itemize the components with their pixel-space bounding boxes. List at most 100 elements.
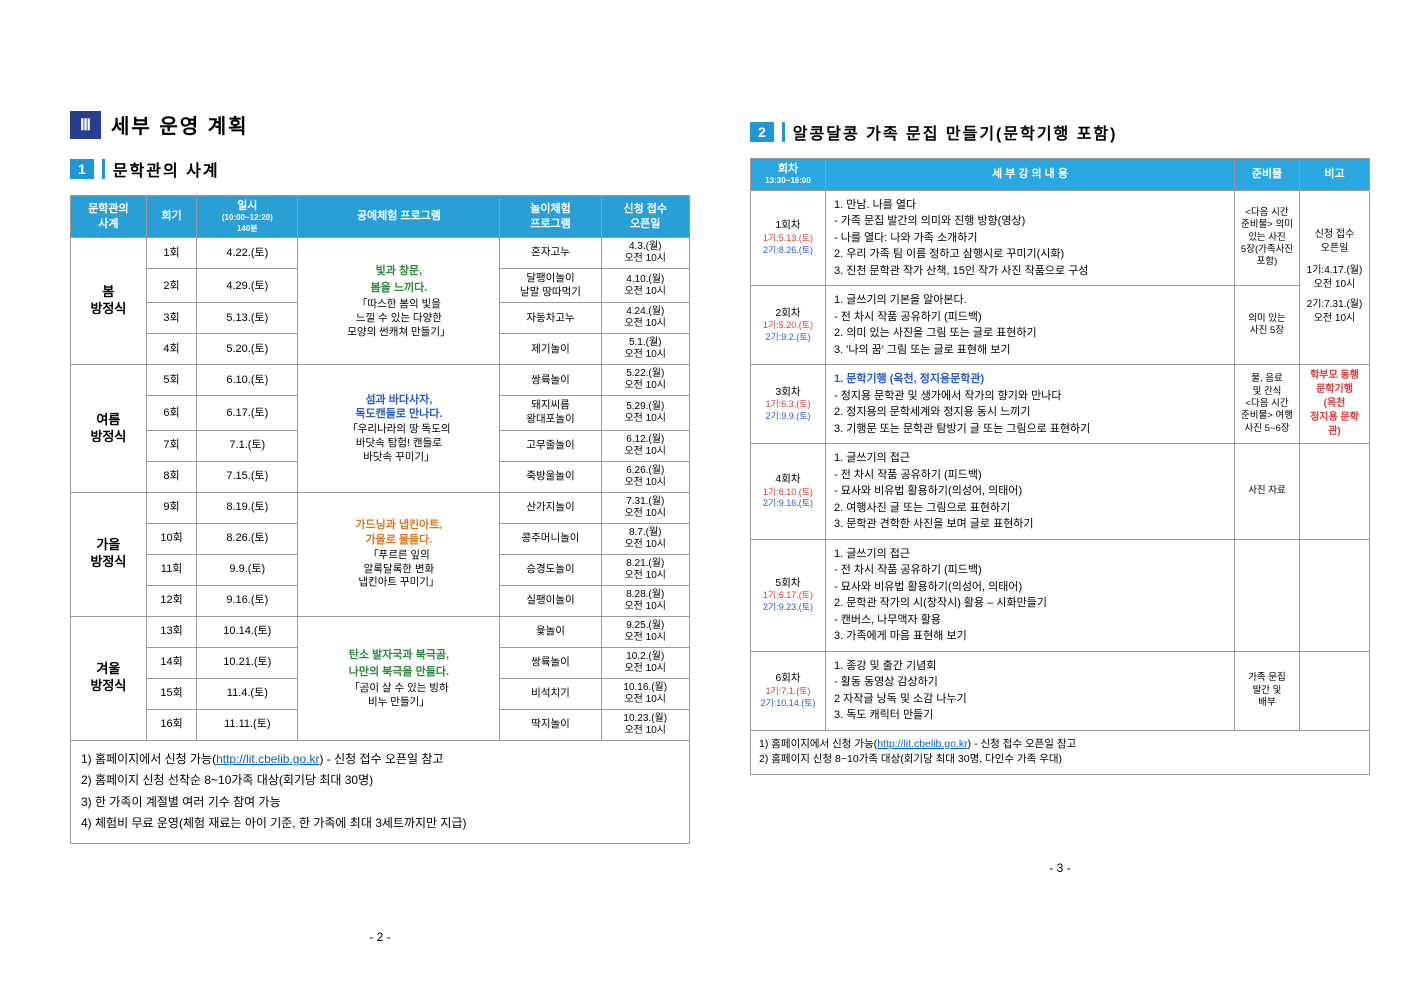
col-play: 놀이체험 프로그램 xyxy=(500,196,601,238)
session-cell: 4회차1기:6.10.(토)2기:9.16.(토) xyxy=(751,444,826,540)
note-4: 4) 체험비 무료 운영(체험 재료는 아이 기준, 한 가족에 최대 3세트까… xyxy=(81,813,679,835)
col-prep: 준비물 xyxy=(1235,159,1300,191)
open-cell: 6.12.(월) 오전 10시 xyxy=(601,430,690,461)
open-cell: 10.23.(월) 오전 10시 xyxy=(601,709,690,740)
table-row: 2회차1기:5.20.(토)2기:9.2.(토)1. 글쓰기의 기본을 알아본다… xyxy=(751,286,1370,365)
date-cell: 5.13.(토) xyxy=(197,303,298,334)
date-cell: 8.26.(토) xyxy=(197,523,298,554)
date-cell: 7.15.(토) xyxy=(197,461,298,492)
content-cell: 1. 만남. 나를 열다 - 가족 문집 발간의 의미와 진행 방향(영상) -… xyxy=(826,190,1235,286)
page-3: 2 알콩달콩 가족 문집 만들기(문학기행 포함) 회차13:30~16:00 … xyxy=(750,110,1370,775)
col-round: 회기 xyxy=(146,196,197,238)
open-cell: 10.2.(월) 오전 10시 xyxy=(601,647,690,678)
date-cell: 7.1.(토) xyxy=(197,430,298,461)
play-cell: 혼자고누 xyxy=(500,238,601,269)
play-cell: 승경도놀이 xyxy=(500,554,601,585)
section-header: Ⅲ 세부 운영 계획 xyxy=(70,110,690,139)
divider-icon xyxy=(782,122,785,142)
table-row: 1회차1기:5.13.(토)2기:8.26.(토)1. 만남. 나를 열다 - … xyxy=(751,190,1370,286)
remark-cell xyxy=(1300,444,1370,540)
play-cell: 비석치기 xyxy=(500,678,601,709)
section-title: 세부 운영 계획 xyxy=(111,110,249,139)
prep-cell: 의미 있는 사진 5장 xyxy=(1235,286,1300,365)
subsection-title: 알콩달콩 가족 문집 만들기(문학기행 포함) xyxy=(793,120,1118,144)
subsection-number: 1 xyxy=(70,159,94,179)
date-cell: 4.22.(토) xyxy=(197,238,298,269)
play-cell: 돼지씨름 왕대포놀이 xyxy=(500,396,601,430)
open-cell: 8.28.(월) 오전 10시 xyxy=(601,585,690,616)
section-number: Ⅲ xyxy=(70,111,101,139)
table-row: 4회차1기:6.10.(토)2기:9.16.(토)1. 글쓰기의 접근 - 전 … xyxy=(751,444,1370,540)
session-cell: 5회차1기:6.17.(토)2기:9.23.(토) xyxy=(751,539,826,651)
open-cell: 8.21.(월) 오전 10시 xyxy=(601,554,690,585)
date-cell: 10.14.(토) xyxy=(197,616,298,647)
col-remark: 비고 xyxy=(1300,159,1370,191)
open-cell: 5.29.(월) 오전 10시 xyxy=(601,396,690,430)
notes-box: 1) 홈페이지에서 신청 가능(http://lit.cbelib.go.kr)… xyxy=(750,731,1370,776)
content-cell: 1. 글쓰기의 기본을 알아본다. - 전 차시 작품 공유하기 (피드백) 2… xyxy=(826,286,1235,365)
remark-cell xyxy=(1300,651,1370,730)
date-cell: 11.11.(토) xyxy=(197,709,298,740)
content-cell: 1. 문학기행 (옥천, 정지용문학관) - 정지용 문학관 및 생가에서 작가… xyxy=(826,365,1235,444)
season-cell: 봄 방정식 xyxy=(71,238,147,365)
round-cell: 10회 xyxy=(146,523,197,554)
remark-cell: 학부모 동행문학기행(옥천정지용 문학관) xyxy=(1300,365,1370,444)
col-content: 세 부 강 의 내 용 xyxy=(826,159,1235,191)
page-number: - 2 - xyxy=(70,930,690,944)
subsection-title: 문학관의 사계 xyxy=(113,157,220,181)
table-header-row: 문학관의 사계 회기 일시(10:00~12:20) 140분 공예체험 프로그… xyxy=(71,196,690,238)
note-1: 1) 홈페이지에서 신청 가능(http://lit.cbelib.go.kr)… xyxy=(759,737,1361,753)
round-cell: 7회 xyxy=(146,430,197,461)
open-cell: 4.10.(월) 오전 10시 xyxy=(601,269,690,303)
date-cell: 9.9.(토) xyxy=(197,554,298,585)
col-craft: 공예체험 프로그램 xyxy=(298,196,500,238)
round-cell: 1회 xyxy=(146,238,197,269)
col-season: 문학관의 사계 xyxy=(71,196,147,238)
homepage-link[interactable]: http://lit.cbelib.go.kr xyxy=(877,738,967,750)
seasons-table: 문학관의 사계 회기 일시(10:00~12:20) 140분 공예체험 프로그… xyxy=(70,195,690,741)
play-cell: 제기놀이 xyxy=(500,334,601,365)
table-row: 가을 방정식9회8.19.(토)가드닝과 냅킨아트, 가을로 물들다.「푸르른 … xyxy=(71,492,690,523)
round-cell: 14회 xyxy=(146,647,197,678)
play-cell: 실팽이놀이 xyxy=(500,585,601,616)
round-cell: 8회 xyxy=(146,461,197,492)
remark-cell xyxy=(1300,539,1370,651)
table-row: 6회차1기:7.1.(토)2기:10.14.(토)1. 종강 및 출간 기념회 … xyxy=(751,651,1370,730)
play-cell: 콩주머니놀이 xyxy=(500,523,601,554)
page-number: - 3 - xyxy=(750,861,1370,875)
round-cell: 6회 xyxy=(146,396,197,430)
note-2: 2) 홈페이지 신청 8~10가족 대상(회기당 최대 30명, 다인수 가족 … xyxy=(759,752,1361,768)
col-datetime: 일시(10:00~12:20) 140분 xyxy=(197,196,298,238)
prep-cell: 사진 자료 xyxy=(1235,444,1300,540)
prep-cell: <다음 시간 준비물> 의미 있는 사진 5장(가족사진 포함) xyxy=(1235,190,1300,286)
note-2: 2) 홈페이지 신청 선착순 8~10가족 대상(회기당 최대 30명) xyxy=(81,770,679,792)
play-cell: 산가지놀이 xyxy=(500,492,601,523)
open-cell: 6.26.(월) 오전 10시 xyxy=(601,461,690,492)
date-cell: 9.16.(토) xyxy=(197,585,298,616)
round-cell: 5회 xyxy=(146,365,197,396)
subsection-header: 1 문학관의 사계 xyxy=(70,157,690,181)
date-cell: 8.19.(토) xyxy=(197,492,298,523)
remark-cell: 신청 접수오픈일1기:4.17.(월)오전 10시2기:7.31.(월)오전 1… xyxy=(1300,190,1370,365)
homepage-link[interactable]: http://lit.cbelib.go.kr xyxy=(216,752,319,766)
content-cell: 1. 글쓰기의 접근 - 전 차시 작품 공유하기 (피드백) - 묘사와 비유… xyxy=(826,444,1235,540)
round-cell: 9회 xyxy=(146,492,197,523)
craft-cell: 빛과 창문, 봄을 느끼다.「따스한 봄의 빛을 느낄 수 있는 다양한 모양의… xyxy=(298,238,500,365)
craft-cell: 탄소 발자국과 북극곰, 나만의 북극을 만들다.「곰이 살 수 있는 빙하 비… xyxy=(298,616,500,740)
session-cell: 2회차1기:5.20.(토)2기:9.2.(토) xyxy=(751,286,826,365)
play-cell: 고무줄놀이 xyxy=(500,430,601,461)
play-cell: 딱지놀이 xyxy=(500,709,601,740)
page-2: Ⅲ 세부 운영 계획 1 문학관의 사계 문학관의 사계 회기 일시(10:00… xyxy=(70,110,690,844)
divider-icon xyxy=(102,159,105,179)
col-session: 회차13:30~16:00 xyxy=(751,159,826,191)
content-cell: 1. 종강 및 출간 기념회 - 활동 동영상 감상하기 2 자작글 낭독 및 … xyxy=(826,651,1235,730)
date-cell: 6.17.(토) xyxy=(197,396,298,430)
content-cell: 1. 글쓰기의 접근 - 전 차시 작품 공유하기 (피드백) - 묘사와 비유… xyxy=(826,539,1235,651)
subsection-header: 2 알콩달콩 가족 문집 만들기(문학기행 포함) xyxy=(750,120,1370,144)
open-cell: 7.31.(월) 오전 10시 xyxy=(601,492,690,523)
table-header-row: 회차13:30~16:00 세 부 강 의 내 용 준비물 비고 xyxy=(751,159,1370,191)
table-row: 겨울 방정식13회10.14.(토)탄소 발자국과 북극곰, 나만의 북극을 만… xyxy=(71,616,690,647)
round-cell: 12회 xyxy=(146,585,197,616)
open-cell: 10.16.(월) 오전 10시 xyxy=(601,678,690,709)
session-cell: 1회차1기:5.13.(토)2기:8.26.(토) xyxy=(751,190,826,286)
